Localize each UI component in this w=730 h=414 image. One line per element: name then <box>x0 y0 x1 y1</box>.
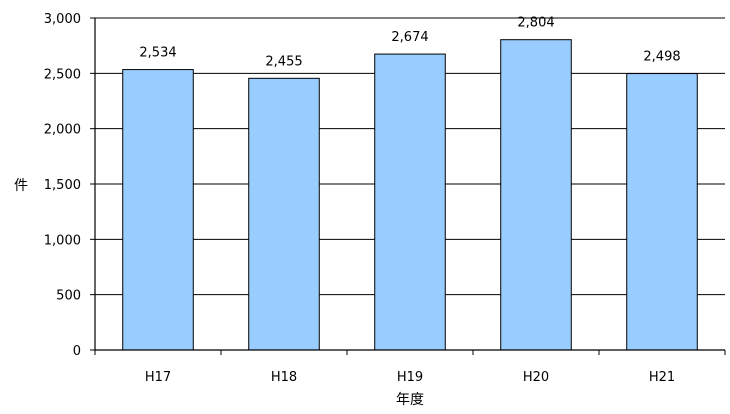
bar <box>500 39 572 351</box>
x-tick-label: H18 <box>271 370 297 385</box>
x-tick-label: H21 <box>649 370 675 385</box>
x-axis-title: 年度 <box>396 392 424 408</box>
labels: 0 500 1,000 1,500 2,000 2,500 3,000 2,534 H17 2,4… <box>44 12 681 385</box>
y-tick-label: 0 <box>73 344 81 359</box>
bar <box>248 77 320 351</box>
bar <box>122 69 194 351</box>
bars <box>122 39 698 351</box>
y-axis-title: 件 <box>14 178 28 194</box>
y-tick-label: 3,000 <box>44 12 81 27</box>
y-tick-label: 2,000 <box>44 123 81 138</box>
data-label: 2,804 <box>517 16 554 31</box>
y-tick-label: 1,500 <box>44 178 81 193</box>
bar <box>626 73 698 351</box>
data-label: 2,498 <box>643 50 680 65</box>
y-tick-label: 500 <box>56 289 81 304</box>
x-tick-label: H20 <box>523 370 549 385</box>
y-tick-label: 2,500 <box>44 67 81 82</box>
data-label: 2,674 <box>391 30 428 45</box>
x-tick-label: H19 <box>397 370 423 385</box>
data-label: 2,455 <box>265 54 302 69</box>
bar <box>374 53 446 351</box>
data-label: 2,534 <box>139 46 176 61</box>
axes <box>90 17 726 355</box>
x-tick-label: H17 <box>145 370 171 385</box>
y-tick-label: 1,000 <box>44 233 81 248</box>
